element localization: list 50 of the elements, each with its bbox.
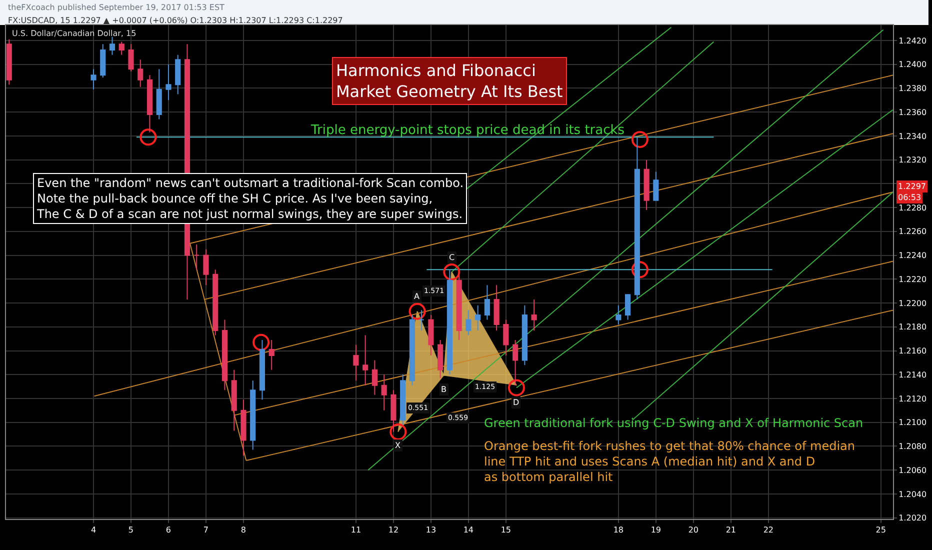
- text: FX:USDCAD, 15 1.2297 ▲ +0.0007 (+0.06%) O:1.2303 H:1.2307 L:1.2293 C:1.2297: [8, 16, 343, 25]
- annotation: X: [395, 441, 401, 450]
- annotation: U.S. Dollar/Canadian Dollar, 15: [12, 29, 136, 38]
- annotation: Orange best-fit fork rushes to get that 80% chance of median line TTP hit and uses Scans A (median hit) and X and D as bottom parallel hit: [484, 439, 855, 484]
- text: Harmonics and Fibonacci Market Geometry At Its Best: [336, 61, 563, 101]
- x-tick-label: 21: [726, 526, 736, 535]
- y-tick-label: 1.2320: [898, 156, 927, 165]
- y-tick-label: 1.2160: [898, 346, 927, 356]
- y-tick-label: 1.2220: [898, 274, 927, 284]
- text: 06:53: [898, 193, 922, 202]
- annotation: B: [441, 385, 446, 394]
- y-tick-label: 1.2200: [898, 298, 927, 308]
- y-tick-label: 1.2140: [898, 370, 927, 380]
- y-tick-label: 1.2280: [898, 203, 927, 212]
- x-tick-label: 6: [166, 526, 172, 535]
- annotation: Green traditional fork using C-D Swing and X of Harmonic Scan: [484, 416, 864, 430]
- y-tick-label: 1.2420: [898, 36, 927, 46]
- y-tick-label: 1.2020: [898, 514, 927, 523]
- x-tick-label: 19: [650, 526, 662, 535]
- annotation: C: [449, 253, 455, 262]
- y-tick-label: 1.2260: [898, 227, 927, 236]
- x-tick-label: 13: [426, 526, 436, 535]
- x-tick-label: 22: [763, 526, 774, 535]
- x-tick-label: 8: [240, 526, 246, 535]
- y-tick-label: 1.2120: [898, 394, 927, 404]
- y-tick-label: 1.2340: [898, 132, 927, 141]
- x-tick-label: 15: [500, 526, 512, 535]
- y-tick-label: 1.2060: [898, 466, 927, 475]
- text: 1.2297: [898, 182, 926, 191]
- y-tick-label: 1.2400: [898, 60, 927, 70]
- x-tick-label: 5: [128, 526, 134, 535]
- x-tick-label: 12: [388, 526, 399, 535]
- x-tick-label: 25: [876, 526, 886, 535]
- annotation: Even the "random" news can't outsmart a traditional-fork Scan combo. Note the pull-back bounce off the SH C price. As I've been saying, The C & D of a scan are not just normal swings, they are super swings.: [36, 176, 464, 222]
- text: theFXcoach published September 19, 2017 01:53 EST: [8, 3, 225, 12]
- x-tick-label: 4: [90, 526, 96, 535]
- y-tick-label: 1.2040: [898, 490, 927, 499]
- x-tick-label: 20: [688, 526, 699, 535]
- annotation: A: [414, 292, 420, 301]
- x-tick-label: 14: [463, 526, 474, 535]
- y-tick-label: 1.2100: [898, 418, 927, 428]
- y-tick-label: 1.2360: [898, 108, 927, 117]
- x-tick-label: 7: [203, 526, 209, 535]
- y-tick-label: 1.2380: [898, 84, 927, 94]
- x-tick-label: 18: [613, 526, 624, 535]
- y-tick-label: 1.2180: [898, 322, 927, 332]
- y-tick-label: 1.2240: [898, 251, 927, 260]
- x-tick-label: 11: [350, 526, 362, 535]
- y-tick-label: 1.2080: [898, 442, 927, 452]
- annotation: D: [513, 398, 520, 407]
